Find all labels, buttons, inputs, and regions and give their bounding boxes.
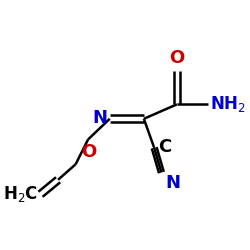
Text: C: C — [158, 138, 171, 156]
Text: O: O — [82, 143, 97, 161]
Text: H$_2$C: H$_2$C — [3, 184, 38, 204]
Text: NH$_2$: NH$_2$ — [210, 94, 246, 114]
Text: O: O — [169, 49, 184, 67]
Text: N: N — [93, 110, 108, 128]
Text: N: N — [165, 174, 180, 192]
